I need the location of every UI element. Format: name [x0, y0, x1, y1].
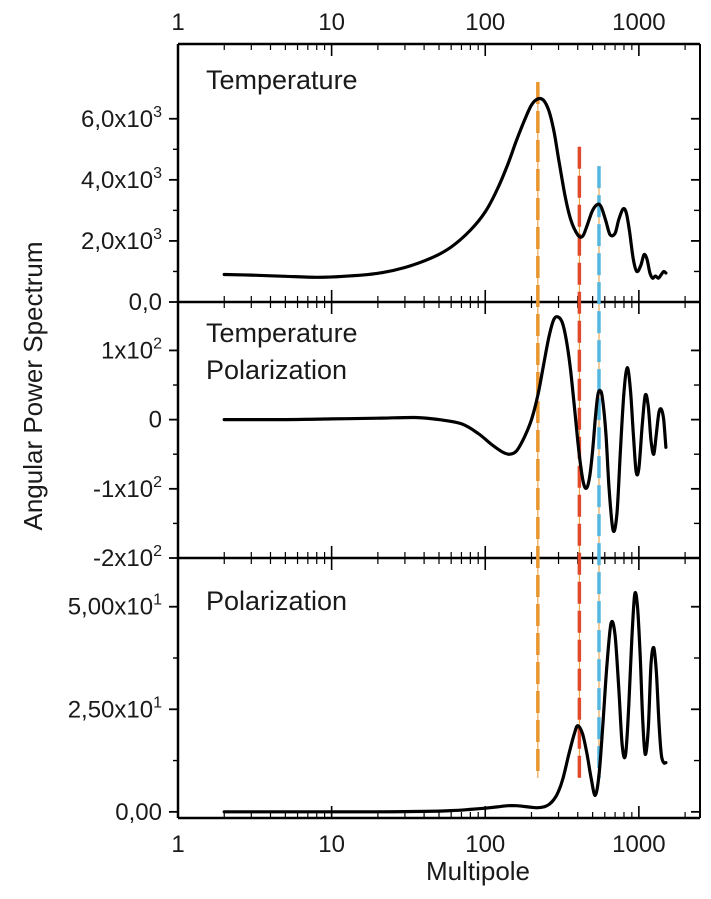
y-tick-label: 5,00x101 [68, 592, 162, 621]
x-tick-label-top: 1 [171, 9, 184, 36]
panel-title: Temperature [206, 318, 358, 348]
x-axis-title: Multipole [426, 856, 530, 886]
spectrum-curve [222, 590, 668, 814]
spectrum-curve [222, 96, 668, 280]
x-tick-label-bottom: 10 [318, 831, 345, 858]
curves-layer [222, 96, 668, 814]
x-tick-label-top: 10 [318, 9, 345, 36]
y-tick-label: 0,00 [115, 799, 162, 826]
y-tick-label: -2x102 [93, 543, 162, 572]
x-tick-label-top: 100 [465, 9, 505, 36]
panel-title: Temperature [206, 65, 358, 95]
x-tick-label-bottom: 1 [171, 831, 184, 858]
y-tick-label: 2,50x101 [68, 694, 162, 723]
panel-title: Polarization [206, 355, 347, 385]
y-tick-label: 4,0x103 [81, 165, 162, 194]
y-tick-label: 0 [149, 407, 162, 434]
marker-lines-layer [536, 82, 601, 778]
panels-layer [169, 42, 701, 820]
y-tick-label: -1x102 [93, 474, 162, 503]
x-tick-label-top: 1000 [612, 9, 665, 36]
x-tick-label-bottom: 100 [465, 831, 505, 858]
y-tick-label: 6,0x103 [81, 104, 162, 133]
y-tick-label: 2,0x103 [81, 226, 162, 255]
y-axis-title: Angular Power Spectrum [18, 241, 48, 530]
spectrum-curve [222, 315, 668, 533]
x-tick-label-bottom: 1000 [612, 831, 665, 858]
y-tick-label: 0,0 [129, 289, 162, 316]
panel-title: Polarization [206, 586, 347, 616]
y-tick-label: 1x102 [101, 335, 162, 364]
labels-layer: 0,0 2,0x103 4,0x103 6,0x103 Temperature -2x10… [68, 9, 666, 858]
